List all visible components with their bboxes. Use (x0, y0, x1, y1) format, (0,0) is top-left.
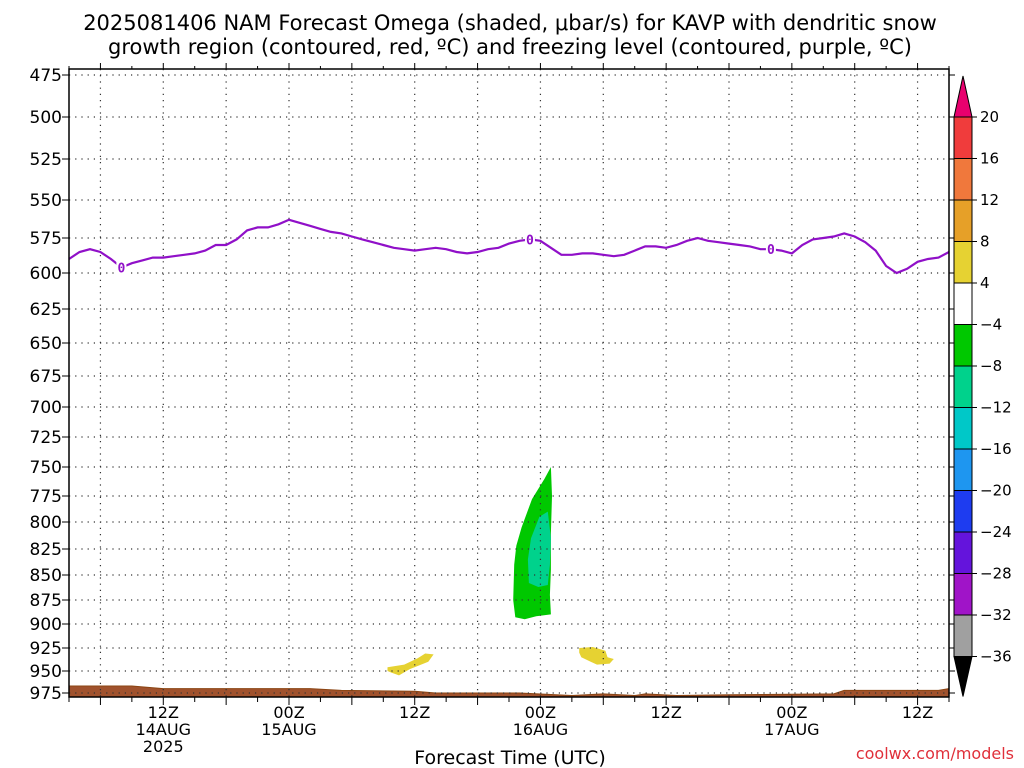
freezing-level-label-0: 0 (117, 261, 125, 276)
y-tick-label-700: 700 (30, 398, 62, 418)
y-tick-label-525: 525 (30, 150, 62, 170)
colorbar-tick-label-12: −32 (980, 606, 1012, 624)
colorbar-box-13 (953, 614, 973, 657)
y-tick-label-550: 550 (30, 191, 62, 211)
y-tick-label-475: 475 (30, 66, 62, 86)
y-tick-label-575: 575 (30, 229, 62, 249)
terrain-mask (68, 685, 950, 698)
colorbar-box-11 (953, 531, 973, 574)
x-tick-label-18-0: 00Z (273, 703, 304, 722)
x-tick-label-18-1: 15AUG (261, 720, 316, 739)
colorbar-box-12 (953, 573, 973, 616)
y-tick-label-600: 600 (30, 264, 62, 284)
freezing-label-bg-2 (765, 241, 776, 257)
omega-region-1 (527, 511, 551, 587)
x-tick-label-66-1: 17AUG (764, 720, 819, 739)
plot-area: 0 0 0 (68, 68, 950, 698)
x-tick-label-66-0: 00Z (776, 703, 807, 722)
colorbar-tick-label-5: −4 (980, 316, 1002, 334)
colorbar-box-9 (953, 448, 973, 491)
freezing-level-label-2: 0 (767, 243, 775, 258)
omega-shading (387, 467, 614, 676)
colorbar-box-10 (953, 490, 973, 533)
x-tick-label-78-0: 12Z (902, 703, 933, 722)
colorbar-box-1 (953, 116, 973, 159)
colorbar-box-5 (953, 282, 973, 325)
y-tick-label-650: 650 (30, 334, 62, 354)
y-axis-ticks: 475 500 525 550 575 600 625 650 675 700 725 750 775 8… (30, 66, 955, 704)
x-tick-label-6-0: 12Z (148, 703, 179, 722)
colorbar-tick-label-4: 4 (980, 274, 990, 292)
colorbar-tick-label-10: −24 (980, 523, 1012, 541)
freezing-level-line (68, 218, 950, 275)
colorbar-tick-label-13: −36 (980, 648, 1012, 666)
colorbar-tick-label-9: −20 (980, 482, 1012, 500)
colorbar-tick-label-0: 20 (980, 108, 999, 126)
y-tick-label-625: 625 (30, 300, 62, 320)
y-tick-label-500: 500 (30, 108, 62, 128)
y-tick-label-900: 900 (30, 615, 62, 635)
terrain-fill (68, 685, 950, 698)
x-axis-label: Forecast Time (UTC) (414, 747, 605, 768)
y-tick-label-800: 800 (30, 513, 62, 533)
colorbar-box-4 (953, 241, 973, 284)
x-tick-label-54-0: 12Z (650, 703, 681, 722)
freezing-label-bg-0 (116, 259, 127, 275)
colorbar-bottom-arrow (953, 656, 973, 697)
plot-background (69, 69, 949, 697)
y-tick-label-950: 950 (30, 662, 62, 682)
colorbar-tick-label-8: −16 (980, 440, 1012, 458)
colorbar: 20 16 12 8 4 −4 −8 −12 −16 −20 −24 −28 −32 −36 (953, 75, 1012, 697)
y-tick-label-925: 925 (30, 639, 62, 659)
freezing-level-label-1: 0 (526, 233, 534, 248)
chart-title-line2: growth region (contoured, red, ºC) and f… (108, 35, 912, 59)
y-tick-label-725: 725 (30, 428, 62, 448)
x-tick-label-6-2: 2025 (143, 737, 184, 756)
x-tick-label-42-0: 00Z (525, 703, 556, 722)
y-tick-label-825: 825 (30, 540, 62, 560)
x-tick-label-30-0: 12Z (399, 703, 430, 722)
x-tick-label-42-1: 16AUG (513, 720, 568, 739)
omega-region-3 (579, 647, 614, 665)
y-tick-label-850: 850 (30, 566, 62, 586)
chart-title-line1: 2025081406 NAM Forecast Omega (shaded, μ… (83, 11, 937, 35)
colorbar-box-7 (953, 365, 973, 408)
colorbar-tick-label-1: 16 (980, 150, 999, 168)
colorbar-box-2 (953, 158, 973, 201)
colorbar-box-6 (953, 324, 973, 367)
colorbar-tick-label-11: −28 (980, 565, 1012, 583)
freezing-label-bg-1 (524, 231, 535, 247)
x-tick-label-6-1: 14AUG (136, 720, 191, 739)
y-tick-label-750: 750 (30, 458, 62, 478)
colorbar-tick-label-3: 8 (980, 233, 990, 251)
colorbar-box-3 (953, 199, 973, 242)
y-tick-label-975: 975 (30, 684, 62, 704)
y-tick-label-675: 675 (30, 367, 62, 387)
credit-text: coolwx.com/models (856, 744, 1014, 763)
colorbar-box-8 (953, 407, 973, 450)
colorbar-tick-label-2: 12 (980, 191, 999, 209)
freezing-level-contour: 0 0 0 (68, 218, 950, 276)
y-tick-label-875: 875 (30, 591, 62, 611)
colorbar-top-arrow (953, 75, 973, 118)
omega-region-2 (387, 653, 434, 676)
colorbar-tick-label-7: −12 (980, 399, 1012, 417)
colorbar-tick-label-6: −8 (980, 357, 1002, 375)
y-tick-label-775: 775 (30, 487, 62, 507)
